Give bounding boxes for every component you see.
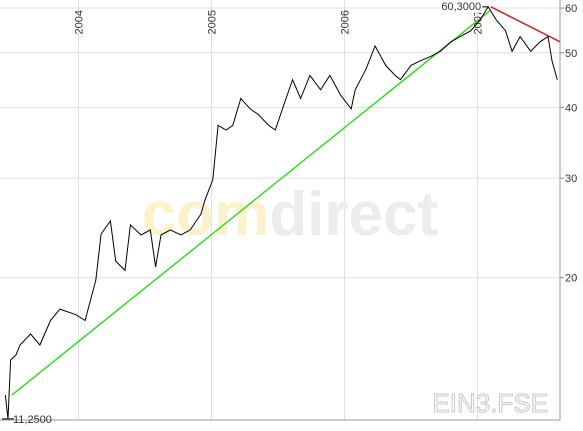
x-tick-label: 2004 [73,10,85,34]
y-tick-label: 50 [565,48,577,60]
y-tick-label: 30 [565,173,577,185]
watermark-direct: direct [269,180,438,249]
y-tick-label: 60 [565,3,577,15]
plot: 60,3000 11,2500 [1,0,561,426]
symbol: EIN3.FSE [432,388,548,418]
price-line [4,5,558,419]
trend-line [11,9,492,396]
annotation-label: 60,3000 [441,1,481,13]
x-tick-label: 2005 [206,10,218,34]
annotation-bg [440,0,483,13]
trend-line [490,6,561,43]
x-tick-label: 2006 [340,10,352,34]
y-tick-label: 40 [565,103,577,115]
y-tick-label: 20 [565,273,577,285]
annotation-label: 11,2500 [13,414,52,426]
watermark: comdirect [142,180,438,249]
watermark-com: com [142,180,269,249]
